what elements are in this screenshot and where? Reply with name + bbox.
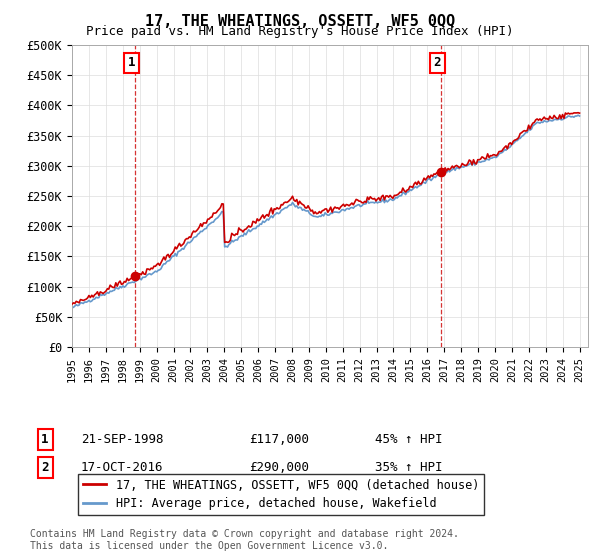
Legend: 17, THE WHEATINGS, OSSETT, WF5 0QQ (detached house), HPI: Average price, detache: 17, THE WHEATINGS, OSSETT, WF5 0QQ (deta… <box>78 474 484 515</box>
Text: 35% ↑ HPI: 35% ↑ HPI <box>375 461 443 474</box>
Text: 2: 2 <box>434 57 441 69</box>
Text: 21-SEP-1998: 21-SEP-1998 <box>81 433 163 446</box>
Text: 17, THE WHEATINGS, OSSETT, WF5 0QQ: 17, THE WHEATINGS, OSSETT, WF5 0QQ <box>145 14 455 29</box>
Text: 1: 1 <box>41 433 49 446</box>
Text: Contains HM Land Registry data © Crown copyright and database right 2024.
This d: Contains HM Land Registry data © Crown c… <box>30 529 459 551</box>
Text: £290,000: £290,000 <box>249 461 309 474</box>
Text: 1: 1 <box>128 57 136 69</box>
Text: £117,000: £117,000 <box>249 433 309 446</box>
Text: 45% ↑ HPI: 45% ↑ HPI <box>375 433 443 446</box>
Text: 2: 2 <box>41 461 49 474</box>
Text: 17-OCT-2016: 17-OCT-2016 <box>81 461 163 474</box>
Text: Price paid vs. HM Land Registry's House Price Index (HPI): Price paid vs. HM Land Registry's House … <box>86 25 514 38</box>
